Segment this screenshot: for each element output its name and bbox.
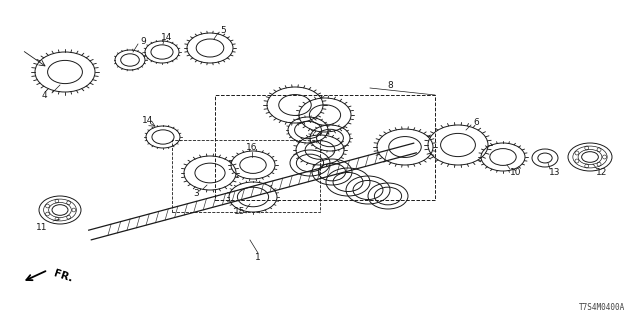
Text: 9: 9 — [140, 36, 146, 45]
Text: 4: 4 — [41, 91, 47, 100]
Text: 1: 1 — [255, 253, 261, 262]
Text: T7S4M0400A: T7S4M0400A — [579, 303, 625, 312]
Text: 14: 14 — [142, 116, 154, 124]
Text: 10: 10 — [510, 167, 522, 177]
Text: 13: 13 — [549, 167, 561, 177]
Text: 16: 16 — [246, 142, 258, 151]
Bar — [172, 140, 320, 212]
Text: FR.: FR. — [52, 268, 74, 284]
Text: 15: 15 — [234, 207, 246, 217]
Text: 5: 5 — [220, 26, 226, 35]
Bar — [215, 95, 435, 200]
Text: 3: 3 — [193, 188, 199, 197]
Text: 12: 12 — [596, 167, 608, 177]
Text: 6: 6 — [473, 117, 479, 126]
Text: 14: 14 — [161, 33, 173, 42]
Text: 8: 8 — [387, 81, 393, 90]
Text: 11: 11 — [36, 223, 48, 233]
